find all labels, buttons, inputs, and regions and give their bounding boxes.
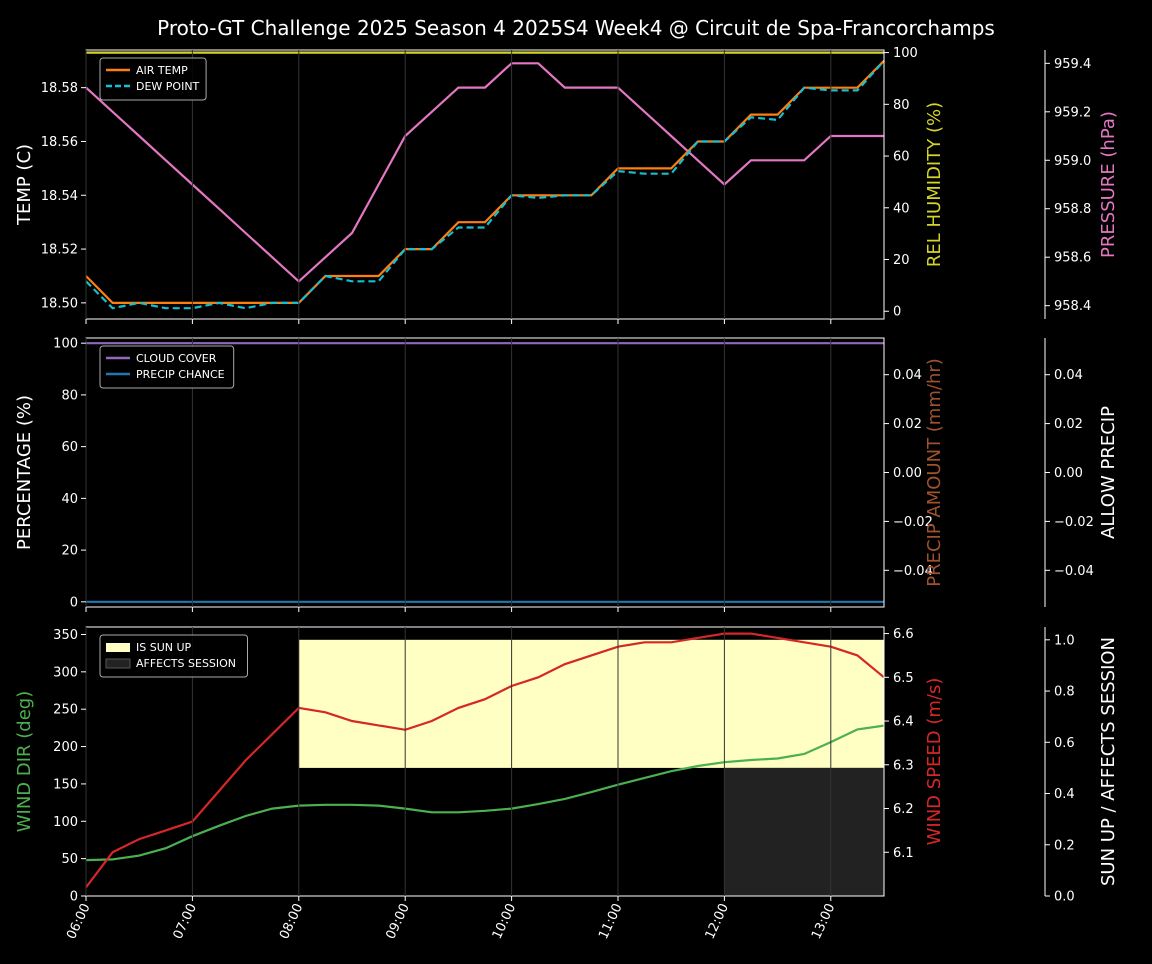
panel-temperature: 18.50 18.52 18.54 18.56 18.58 0 20 40 60 80 100 958… bbox=[14, 46, 1119, 324]
y-left-tick-label: 18.54 bbox=[41, 189, 78, 204]
y-left-tick-label: 100 bbox=[53, 815, 78, 830]
legend-swatch bbox=[105, 658, 131, 669]
y-right-tick-label: 0.02 bbox=[893, 417, 922, 432]
y-left-tick-label: 40 bbox=[61, 492, 78, 507]
y-right-axis-label: REL HUMIDITY (%) bbox=[924, 102, 945, 267]
y-left-tick-label: 18.50 bbox=[41, 296, 78, 311]
y-far-tick-label: 958.6 bbox=[1054, 251, 1091, 266]
y-far-tick-label: 958.8 bbox=[1054, 202, 1091, 217]
y-right-tick-label: 6.1 bbox=[893, 846, 914, 861]
y-left-tick-label: 18.58 bbox=[41, 81, 78, 96]
y-far-tick-label: 0.6 bbox=[1054, 736, 1075, 751]
affects-session-area bbox=[724, 767, 884, 896]
legend-label: CLOUD COVER bbox=[136, 352, 217, 365]
legend-label: AFFECTS SESSION bbox=[136, 657, 236, 670]
y-left-tick-label: 50 bbox=[61, 852, 78, 867]
y-right-tick-label: 40 bbox=[893, 201, 910, 216]
legend-box bbox=[99, 634, 248, 678]
y-far-axis-label: ALLOW PRECIP bbox=[1098, 406, 1119, 539]
sun-up-area bbox=[298, 639, 884, 768]
y-far-tick-label: 0.00 bbox=[1054, 466, 1083, 481]
y-left-tick-label: 250 bbox=[53, 703, 78, 718]
y-right-tick-label: 0.04 bbox=[893, 368, 922, 383]
y-right-tick-label: 80 bbox=[893, 98, 910, 113]
y-far-tick-label: −0.02 bbox=[1054, 515, 1094, 530]
y-far-tick-label: 959.4 bbox=[1054, 57, 1091, 72]
y-left-tick-label: 100 bbox=[53, 337, 78, 352]
legend-box bbox=[99, 57, 207, 101]
y-far-tick-label: 0.2 bbox=[1054, 838, 1075, 853]
y-far-tick-label: 0.0 bbox=[1054, 890, 1075, 905]
chart-panels: 18.50 18.52 18.54 18.56 18.58 0 20 40 60 80 100 958… bbox=[14, 46, 1119, 942]
y-far-tick-label: 1.0 bbox=[1054, 633, 1075, 648]
y-right-tick-label: 0 bbox=[893, 305, 901, 320]
series-line-dew-point bbox=[85, 60, 885, 310]
legend-box bbox=[99, 345, 235, 389]
y-right-tick-label: 6.5 bbox=[893, 671, 914, 686]
y-far-tick-label: 959.0 bbox=[1054, 154, 1091, 169]
legend-label: PRECIP CHANCE bbox=[136, 368, 225, 381]
y-left-axis-label: TEMP (C) bbox=[14, 144, 35, 226]
y-far-axis-label: SUN UP / AFFECTS SESSION bbox=[1098, 637, 1119, 886]
y-far-axis-label: PRESSURE (hPa) bbox=[1098, 111, 1119, 258]
y-right-tick-label: 60 bbox=[893, 150, 910, 165]
y-left-tick-label: 60 bbox=[61, 440, 78, 455]
y-right-tick-label: 20 bbox=[893, 253, 910, 268]
y-far-tick-label: 0.8 bbox=[1054, 685, 1075, 700]
legend-label: AIR TEMP bbox=[136, 64, 188, 77]
y-left-axis-label: WIND DIR (deg) bbox=[14, 691, 35, 833]
y-far-tick-label: 0.04 bbox=[1054, 368, 1083, 383]
panel-precipitation: 0 20 40 60 80 100 −0.04 −0.02 0.00 0.02 0.04 −0.04 −… bbox=[14, 337, 1119, 612]
y-far-tick-label: 0.02 bbox=[1054, 417, 1083, 432]
panel-wind: 0 50 100 150 200 250 300 350 6.1 6.2 6.3 6.4 6.5 6.6 0… bbox=[14, 626, 1119, 942]
y-right-tick-label: 6.2 bbox=[893, 802, 914, 817]
y-far-tick-label: 0.4 bbox=[1054, 787, 1075, 802]
y-right-axis-label: WIND SPEED (m/s) bbox=[924, 678, 945, 846]
y-right-axis-label: PRECIP AMOUNT (mm/hr) bbox=[924, 358, 945, 587]
y-left-tick-label: 20 bbox=[61, 544, 78, 559]
y-far-tick-label: 958.4 bbox=[1054, 299, 1091, 314]
y-left-tick-label: 80 bbox=[61, 388, 78, 403]
y-left-tick-label: 18.52 bbox=[41, 243, 78, 258]
y-right-tick-label: 0.00 bbox=[893, 466, 922, 481]
y-far-tick-label: 959.2 bbox=[1054, 105, 1091, 120]
y-left-tick-label: 18.56 bbox=[41, 135, 78, 150]
y-left-tick-label: 0 bbox=[70, 595, 78, 610]
y-left-tick-label: 350 bbox=[53, 628, 78, 643]
legend-label: DEW POINT bbox=[136, 80, 200, 93]
y-right-tick-label: 6.4 bbox=[893, 715, 914, 730]
y-right-tick-label: 6.6 bbox=[893, 627, 914, 642]
series-line-wind-dir bbox=[85, 724, 885, 862]
y-left-tick-label: 150 bbox=[53, 777, 78, 792]
y-right-tick-label: −0.02 bbox=[893, 515, 933, 530]
y-right-tick-label: 100 bbox=[893, 46, 918, 61]
y-left-tick-label: 0 bbox=[70, 890, 78, 905]
chart-title: Proto-GT Challenge 2025 Season 4 2025S4 … bbox=[157, 16, 995, 40]
series-line-pressure bbox=[85, 62, 884, 283]
legend-swatch bbox=[106, 643, 130, 652]
legend-label: IS SUN UP bbox=[136, 641, 192, 654]
y-left-axis-label: PERCENTAGE (%) bbox=[14, 395, 35, 550]
y-left-tick-label: 200 bbox=[53, 740, 78, 755]
series-line-wind-speed bbox=[85, 632, 885, 888]
y-left-tick-label: 300 bbox=[53, 665, 78, 680]
y-far-tick-label: −0.04 bbox=[1054, 564, 1094, 579]
y-right-tick-label: 6.3 bbox=[893, 758, 914, 773]
y-right-tick-label: −0.04 bbox=[893, 564, 933, 579]
